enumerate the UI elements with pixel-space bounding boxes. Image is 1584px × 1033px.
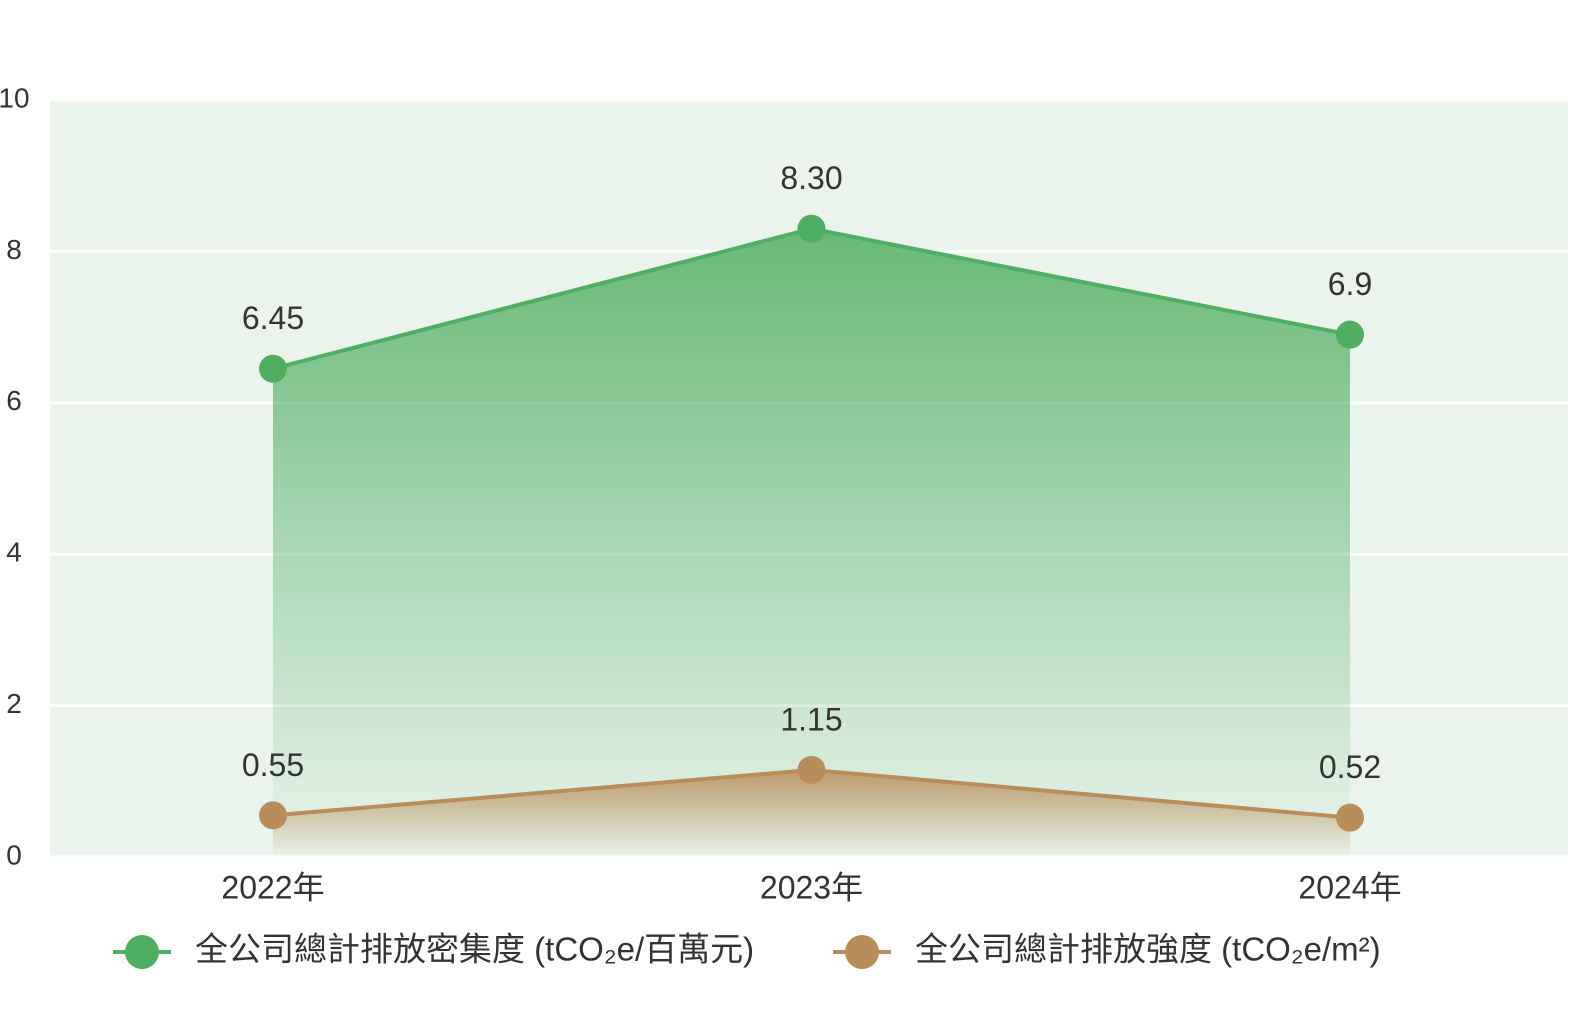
y-tick-label: 4: [6, 537, 22, 568]
legend-label: 全公司總計排放強度 (tCO₂e/m²): [915, 931, 1381, 968]
x-tick-label: 2024年: [1298, 869, 1401, 905]
data-label: 6.45: [242, 300, 304, 336]
point: [797, 214, 826, 243]
point: [1336, 320, 1364, 349]
x-tick-label: 2022年: [221, 869, 324, 905]
y-tick-label: 10: [0, 82, 30, 113]
y-tick-label: 0: [6, 839, 22, 870]
legend-marker: [845, 935, 879, 969]
legend-label: 全公司總計排放密集度 (tCO₂e/百萬元): [195, 931, 754, 968]
y-tick-label: 2: [6, 688, 22, 719]
point: [259, 354, 287, 383]
data-label: 1.15: [780, 701, 842, 737]
data-label: 0.52: [1319, 749, 1381, 785]
point: [1336, 803, 1364, 832]
data-label: 0.55: [242, 747, 304, 783]
point: [259, 801, 287, 830]
point: [797, 755, 826, 784]
legend-marker: [125, 935, 159, 969]
area: [273, 228, 1350, 857]
area: [273, 769, 1350, 857]
y-tick-label: 8: [6, 234, 22, 265]
data-label: 6.9: [1328, 266, 1372, 302]
y-tick-label: 6: [6, 385, 22, 416]
x-tick-label: 2023年: [760, 869, 863, 905]
data-label: 8.30: [780, 160, 842, 196]
